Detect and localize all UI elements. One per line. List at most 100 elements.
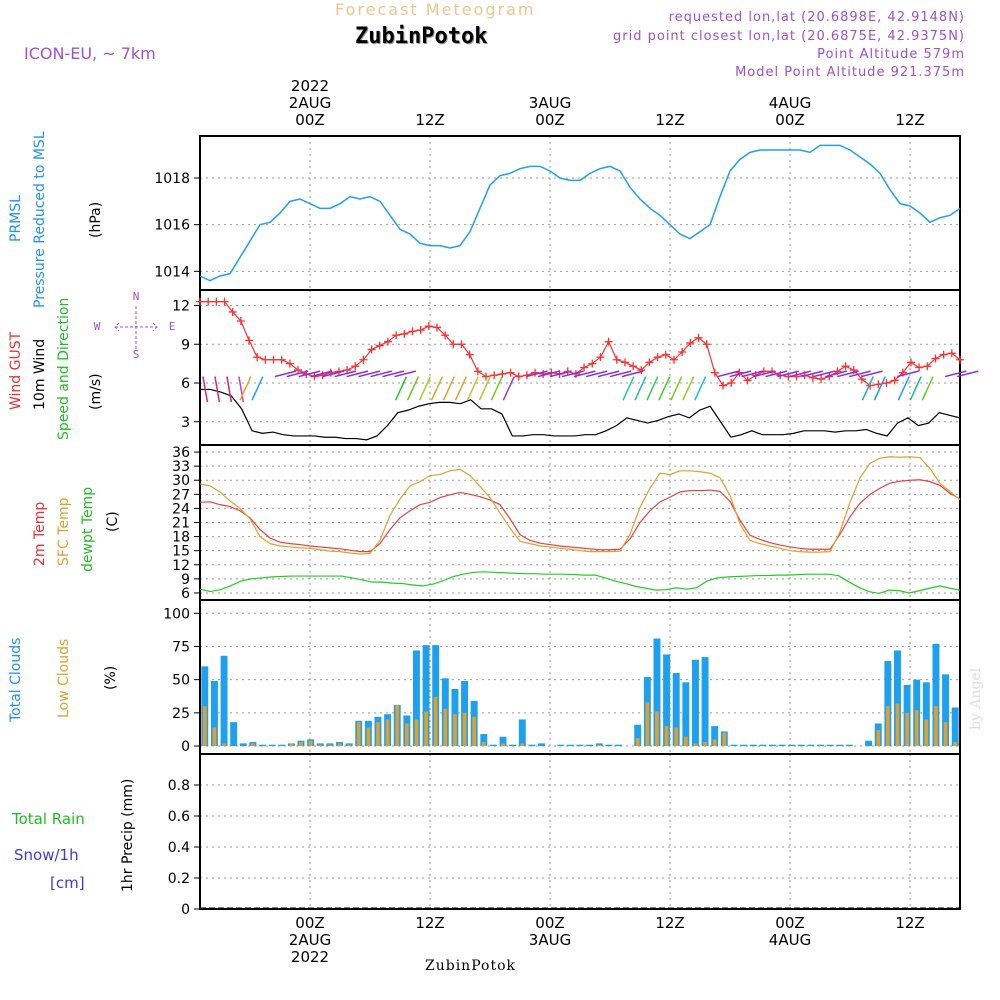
clouds-low-clouds-bar <box>222 743 226 747</box>
top-time-label-line: 4AUG <box>768 94 812 112</box>
temp-ytick-label: 6 <box>181 586 190 602</box>
wind-direction-arrow <box>226 376 233 403</box>
clouds-total-clouds-bar <box>557 744 565 747</box>
bottom-time-label: 12Z <box>895 915 924 932</box>
clouds-low-clouds-bar <box>914 710 919 747</box>
clouds-low-clouds-bar <box>655 711 659 747</box>
wind-wind-gust-point <box>473 367 482 376</box>
clouds-panel: 0 25 50 75 100 <box>163 599 961 755</box>
wind-wind-gust-point <box>923 362 932 371</box>
wind-direction-arrow <box>634 376 647 401</box>
temp-ytick-label: 12 <box>172 558 190 574</box>
clouds-total-clouds-bar <box>672 673 680 747</box>
bottom-time-label: 12Z <box>655 915 684 932</box>
clouds-low-clouds-bar <box>347 744 351 747</box>
clouds-total-clouds-bar <box>826 744 834 747</box>
wind-wind-gust-point <box>383 337 392 346</box>
clouds-low-clouds-bar <box>924 719 929 747</box>
wind-direction-arrow <box>442 376 456 401</box>
wind-wind-gust-point <box>694 333 703 342</box>
clouds-low-clouds-bar <box>433 696 438 747</box>
clouds-low-clouds-bar <box>472 716 477 747</box>
compass-n: N <box>133 290 140 303</box>
clouds-total-clouds-bar <box>836 744 844 747</box>
clouds-total-clouds-bar <box>528 744 536 747</box>
wind-direction-arrow <box>837 370 859 378</box>
bottom-time-label-line: 00Z <box>535 914 565 932</box>
clouds-low-clouds-bar <box>462 712 467 747</box>
clouds-low-clouds-bar <box>703 742 707 747</box>
wind-panel: 3 6 9 12 <box>172 289 979 446</box>
clouds-low-clouds-bar <box>212 727 217 747</box>
top-time-label-line: 12Z <box>415 111 445 129</box>
clouds-total-clouds-bar <box>432 645 440 747</box>
clouds-total-clouds-bar <box>605 744 613 747</box>
wind-direction-arrow <box>573 370 596 378</box>
top-time-label: 12Z <box>895 112 924 129</box>
wind-direction-arrow <box>418 376 432 401</box>
wind-direction-arrow <box>251 376 264 401</box>
wind-direction-arrow <box>454 376 467 401</box>
wind-wind-gust-point <box>261 355 270 364</box>
wind-direction-arrow <box>956 370 979 378</box>
wind-direction-arrow <box>944 370 967 378</box>
clouds-total-clouds-bar <box>239 743 247 747</box>
wind-wind-gust-point <box>792 372 801 381</box>
clouds-low-clouds-bar <box>443 708 448 747</box>
clouds-low-clouds-bar <box>366 727 371 747</box>
wind-wind-gust-point <box>408 327 417 336</box>
wind-wind-gust-point <box>882 379 891 387</box>
clouds-low-clouds-bar <box>712 739 717 747</box>
wind-direction-arrow <box>346 370 369 378</box>
wind-direction-arrow <box>502 376 515 401</box>
wind-wind-gust-point <box>710 368 719 377</box>
clouds-ytick-label: 50 <box>172 673 190 689</box>
wind-direction-arrow <box>310 370 333 378</box>
wind-wind-gust-point <box>808 373 817 382</box>
top-time-label-line: 2022 <box>290 77 330 95</box>
wind-direction-arrow <box>298 370 321 378</box>
wind-wind-gust-point <box>906 358 915 367</box>
clouds-low-clouds-bar <box>876 730 881 747</box>
wind-wind-gust-point <box>228 307 237 316</box>
clouds-low-clouds-bar <box>289 743 294 747</box>
wind-direction-arrow <box>597 370 620 378</box>
wind-direction-arrow <box>813 370 835 378</box>
top-time-label-line: 2AUG <box>288 94 332 112</box>
wind-wind-gust-point <box>351 362 360 371</box>
clouds-low-clouds-bar <box>943 722 948 747</box>
wind-direction-arrow <box>322 370 345 378</box>
wind-wind-gust-point <box>531 368 540 377</box>
clouds-ytick-label: 25 <box>172 706 190 722</box>
wind-wind-gust-point <box>212 297 221 306</box>
precip-label-rain: Total Rain <box>12 810 85 828</box>
wind-wind-gust-point <box>678 348 687 356</box>
clouds-low-clouds-bar <box>635 738 640 747</box>
wind-wind-gust-point <box>277 355 286 364</box>
clouds-low-clouds-bar <box>251 743 255 747</box>
top-time-label: 12Z <box>655 112 684 129</box>
wind-direction-arrow <box>358 370 381 378</box>
wind-wind-gust-point <box>490 371 499 380</box>
temp-ytick-label: 21 <box>172 516 190 532</box>
clouds-low-clouds-bar <box>395 704 400 747</box>
wind-compass: N S W E <box>94 290 176 361</box>
top-time-label-line: 3AUG <box>528 94 572 112</box>
clouds-total-clouds-bar <box>749 744 757 747</box>
clouds-total-clouds-bar <box>768 744 776 747</box>
wind-direction-arrow <box>861 370 883 378</box>
wind-wind-gust-point <box>580 363 589 372</box>
wind-direction-arrow <box>585 370 608 378</box>
clouds-low-clouds-bar <box>337 743 342 747</box>
clouds-low-clouds-bar <box>202 706 207 747</box>
wind-wind-gust-point <box>629 362 638 371</box>
precip-ytick-label: 0.4 <box>168 840 190 856</box>
wind-wind-gust-point <box>596 353 605 362</box>
wind-direction-arrow <box>394 370 416 378</box>
bottom-time-label: 00Z 4AUG <box>769 915 811 949</box>
pressure-panel: 1014 1016 1018 <box>154 135 961 291</box>
wind-wind-gust-point <box>743 376 752 385</box>
temp-ytick-label: 18 <box>172 530 190 546</box>
clouds-total-clouds-bar <box>845 744 853 747</box>
clouds-low-clouds-bar <box>299 742 303 747</box>
